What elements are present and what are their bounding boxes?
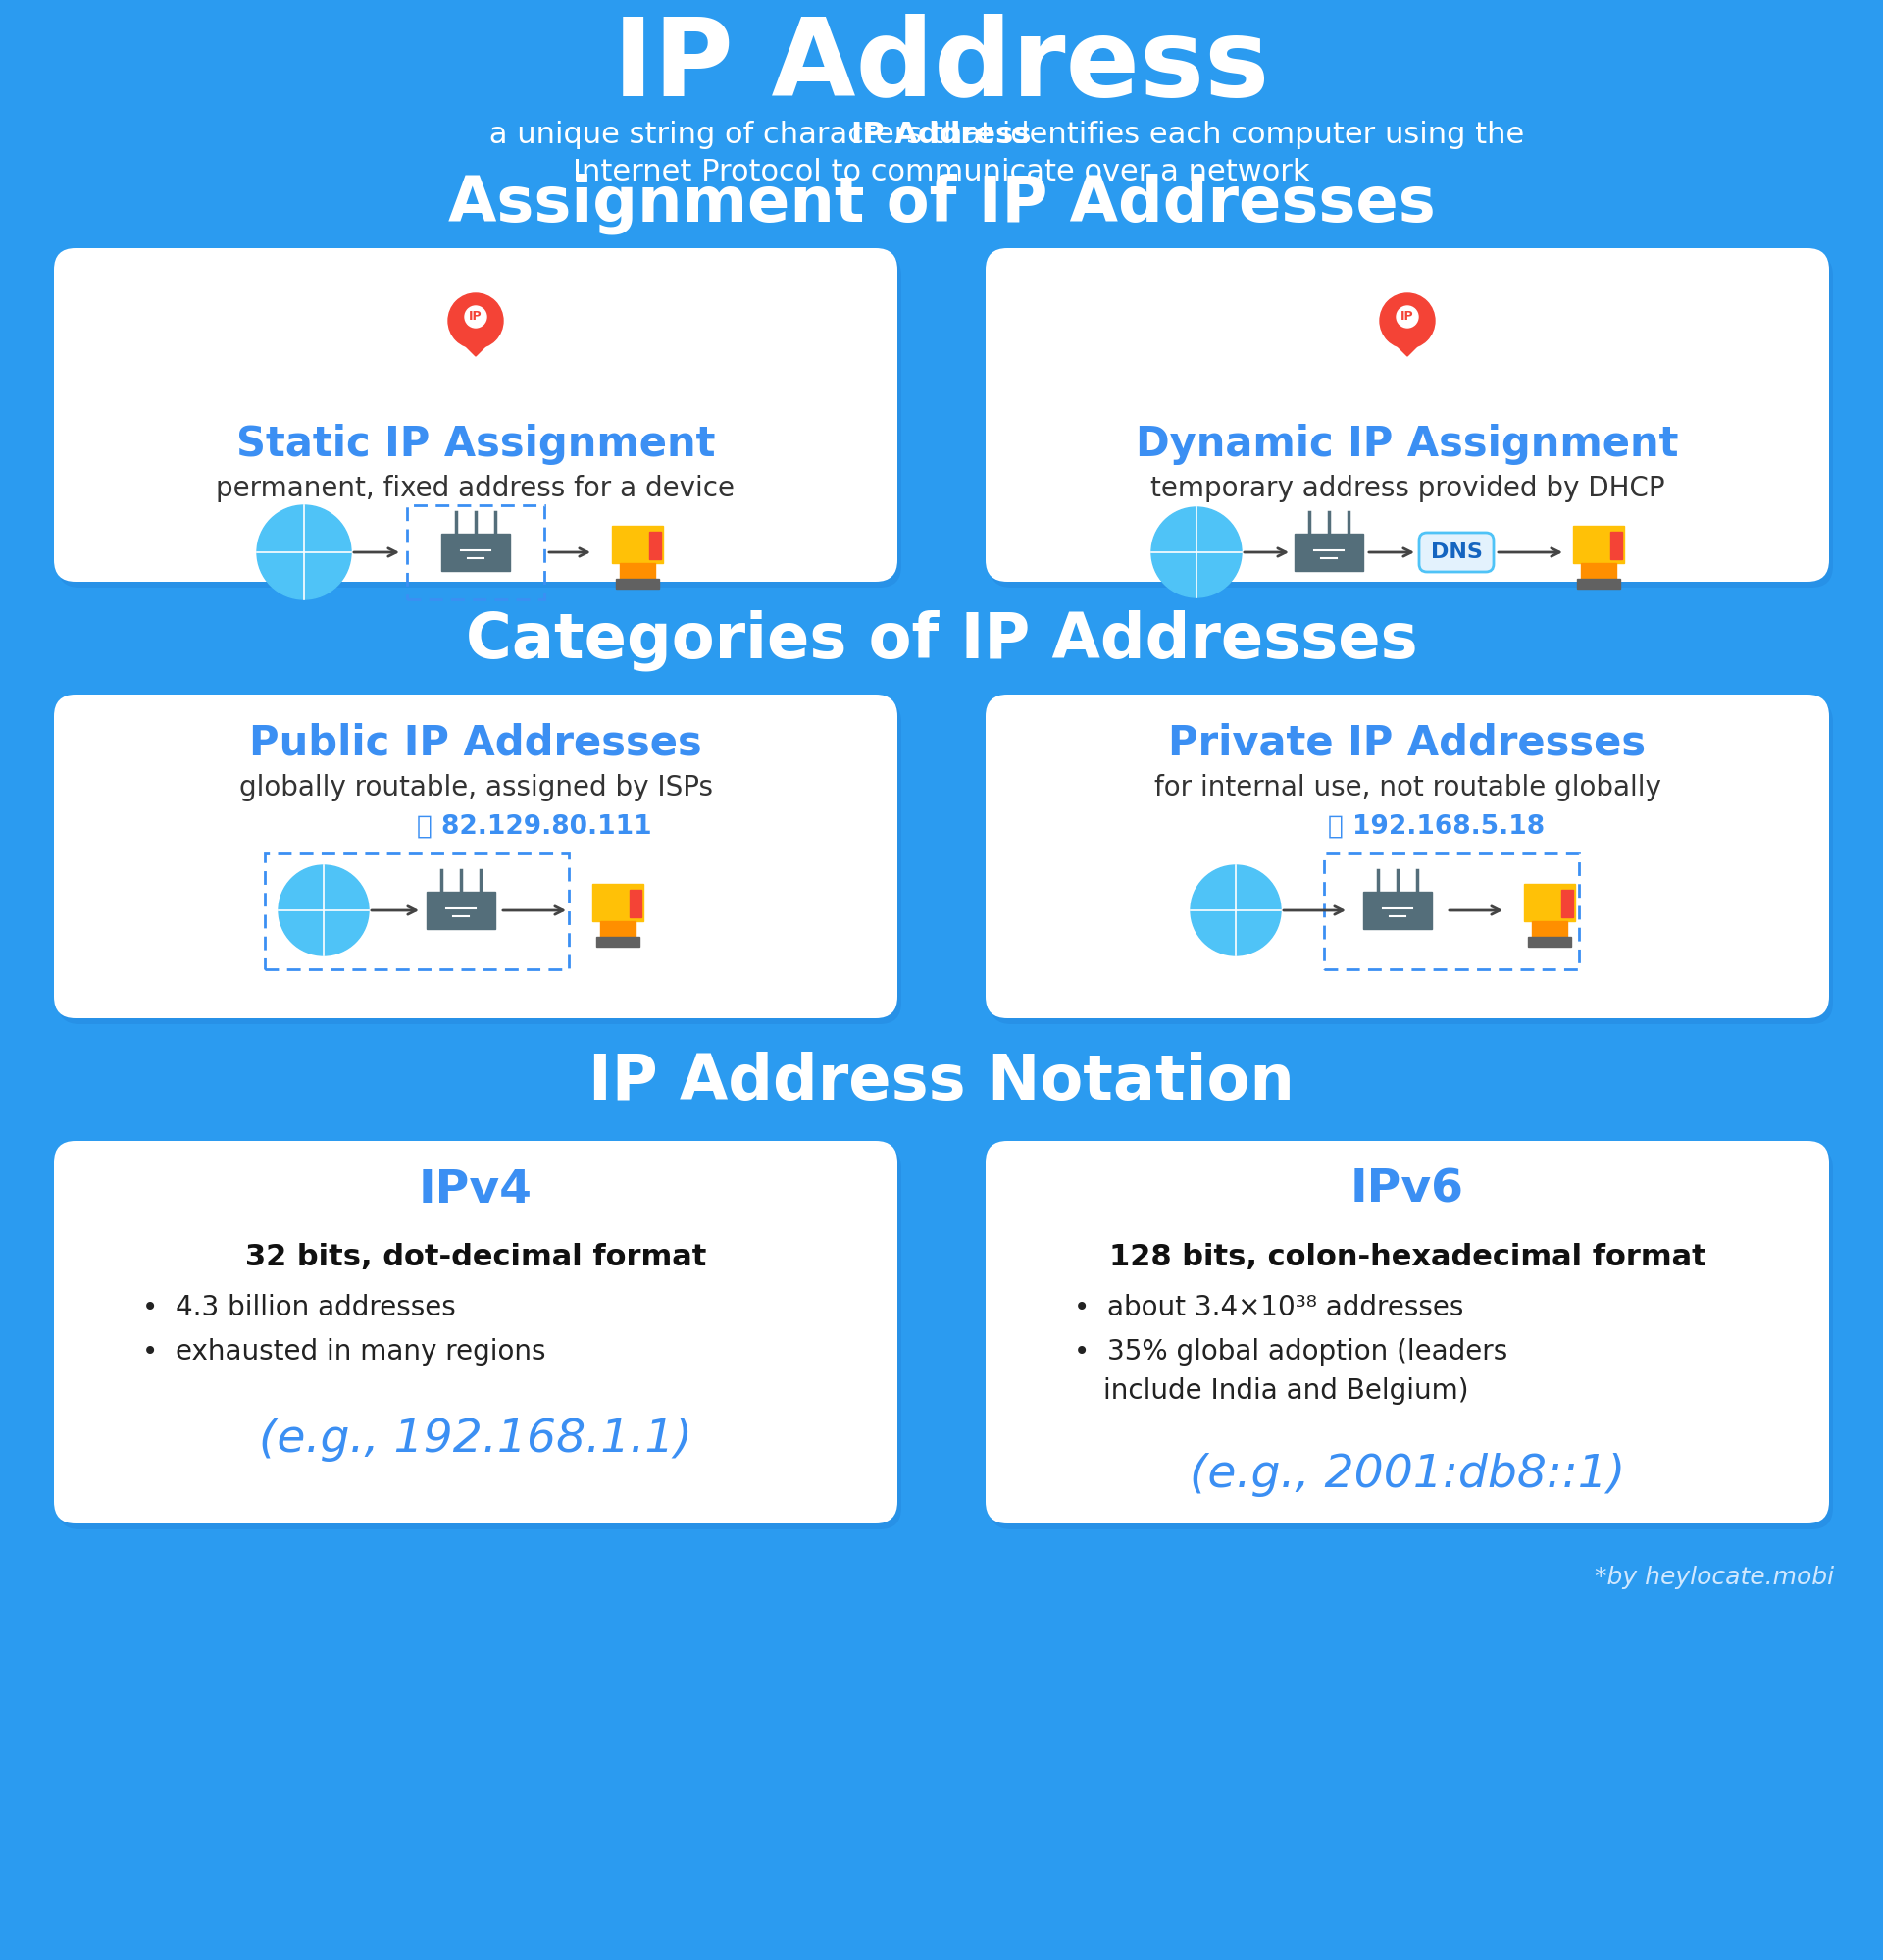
Circle shape	[256, 506, 350, 600]
FancyBboxPatch shape	[990, 700, 1832, 1025]
Circle shape	[1151, 508, 1241, 598]
Text: IP Address: IP Address	[614, 14, 1269, 120]
Bar	[1578, 578, 1619, 588]
Bar	[1561, 890, 1572, 917]
Text: IP: IP	[469, 310, 482, 323]
Circle shape	[1190, 864, 1280, 955]
Text: Private IP Addresses: Private IP Addresses	[1169, 723, 1646, 764]
Text: IP Address Notation: IP Address Notation	[589, 1053, 1294, 1113]
Circle shape	[1397, 306, 1418, 327]
Text: for internal use, not routable globally: for internal use, not routable globally	[1154, 774, 1661, 802]
Text: permanent, fixed address for a device: permanent, fixed address for a device	[217, 474, 734, 502]
Text: Public IP Addresses: Public IP Addresses	[249, 723, 702, 764]
Text: Categories of IP Addresses: Categories of IP Addresses	[465, 610, 1418, 670]
Text: IPv4: IPv4	[418, 1168, 533, 1211]
Bar	[1363, 892, 1431, 929]
Text: IPv6: IPv6	[1350, 1168, 1465, 1211]
FancyBboxPatch shape	[985, 694, 1828, 1019]
Text: ⌖ 82.129.80.111: ⌖ 82.129.80.111	[416, 813, 652, 839]
Text: (e.g., 192.168.1.1): (e.g., 192.168.1.1)	[260, 1417, 693, 1462]
Text: include India and Belgium): include India and Belgium)	[1103, 1378, 1469, 1405]
Text: DNS: DNS	[1431, 543, 1482, 563]
Bar	[441, 533, 510, 570]
FancyBboxPatch shape	[55, 694, 898, 1019]
Bar	[266, 853, 569, 968]
Text: •  about 3.4×10³⁸ addresses: • about 3.4×10³⁸ addresses	[1073, 1294, 1463, 1321]
Bar	[1527, 937, 1570, 947]
Text: *by heylocate.mobi: *by heylocate.mobi	[1595, 1566, 1834, 1590]
Bar	[407, 506, 544, 600]
Bar	[1533, 921, 1567, 939]
Text: Static IP Assignment: Static IP Assignment	[235, 423, 716, 465]
Bar	[1296, 533, 1363, 570]
Text: 128 bits, colon-hexadecimal format: 128 bits, colon-hexadecimal format	[1109, 1243, 1706, 1270]
Text: IP: IP	[1401, 310, 1414, 323]
Bar	[616, 578, 659, 588]
FancyBboxPatch shape	[55, 249, 898, 582]
Polygon shape	[1397, 347, 1418, 357]
FancyBboxPatch shape	[58, 700, 902, 1025]
FancyBboxPatch shape	[58, 1147, 902, 1529]
Bar	[629, 890, 642, 917]
Text: IP Address: IP Address	[851, 122, 1032, 149]
FancyBboxPatch shape	[1420, 533, 1493, 572]
Bar	[650, 531, 661, 559]
Text: 32 bits, dot-decimal format: 32 bits, dot-decimal format	[245, 1243, 706, 1270]
Bar	[597, 937, 640, 947]
Circle shape	[465, 306, 486, 327]
Bar	[620, 563, 655, 580]
Circle shape	[279, 864, 369, 955]
Text: Assignment of IP Addresses: Assignment of IP Addresses	[448, 172, 1435, 235]
Polygon shape	[465, 347, 486, 357]
FancyBboxPatch shape	[58, 255, 902, 588]
Bar	[1572, 525, 1623, 563]
Text: globally routable, assigned by ISPs: globally routable, assigned by ISPs	[239, 774, 712, 802]
Bar	[601, 921, 636, 939]
Bar	[427, 892, 495, 929]
Bar	[593, 884, 644, 921]
FancyBboxPatch shape	[985, 249, 1828, 582]
FancyBboxPatch shape	[990, 1147, 1832, 1529]
Text: a unique string of characters that identifies each computer using the: a unique string of characters that ident…	[480, 122, 1525, 149]
FancyBboxPatch shape	[990, 255, 1832, 588]
Bar	[1610, 531, 1621, 559]
Bar	[1523, 884, 1574, 921]
Bar	[612, 525, 663, 563]
Circle shape	[448, 294, 503, 349]
FancyBboxPatch shape	[985, 1141, 1828, 1523]
Bar	[1324, 853, 1580, 968]
Text: •  4.3 billion addresses: • 4.3 billion addresses	[143, 1294, 456, 1321]
Bar	[1582, 563, 1616, 580]
Text: 🔒 192.168.5.18: 🔒 192.168.5.18	[1328, 813, 1546, 839]
Text: •  35% global adoption (leaders: • 35% global adoption (leaders	[1073, 1339, 1508, 1366]
Text: temporary address provided by DHCP: temporary address provided by DHCP	[1151, 474, 1665, 502]
FancyBboxPatch shape	[55, 1141, 898, 1523]
Text: Dynamic IP Assignment: Dynamic IP Assignment	[1135, 423, 1680, 465]
Circle shape	[1380, 294, 1435, 349]
Text: •  exhausted in many regions: • exhausted in many regions	[143, 1339, 546, 1366]
Text: (e.g., 2001:db8::1): (e.g., 2001:db8::1)	[1190, 1452, 1625, 1497]
Text: Internet Protocol to communicate over a network: Internet Protocol to communicate over a …	[572, 159, 1311, 186]
